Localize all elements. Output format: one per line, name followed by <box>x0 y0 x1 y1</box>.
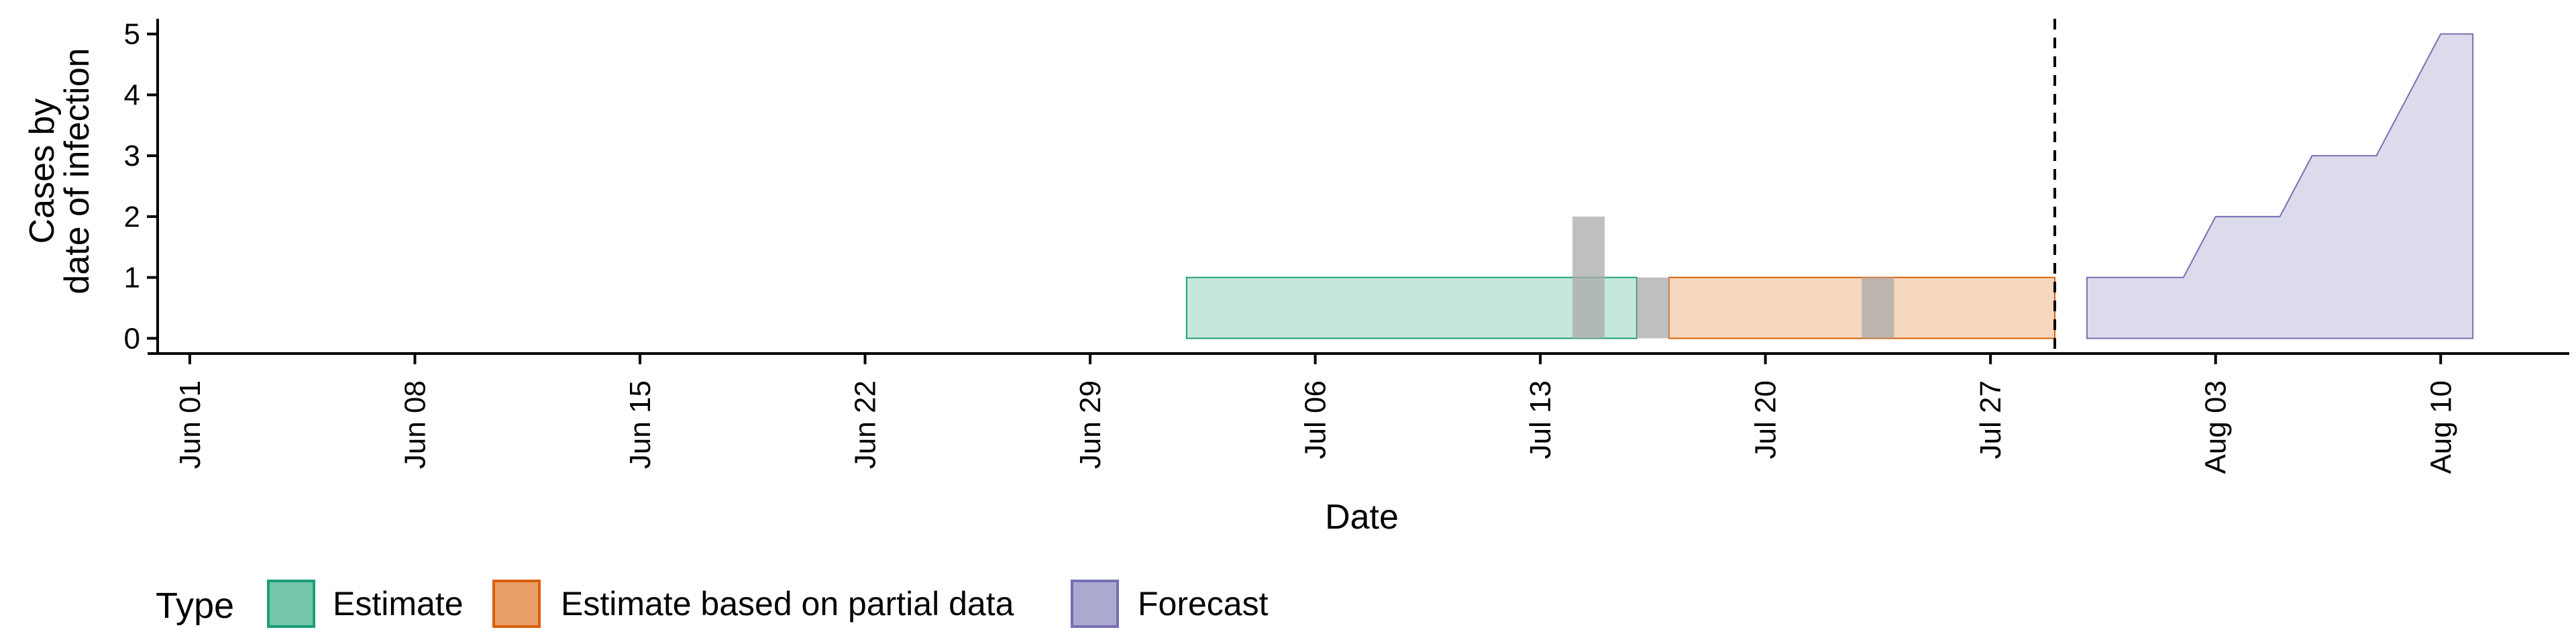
x-tick-label: Jun 22 <box>849 380 882 469</box>
y-tick-label: 0 <box>124 322 140 355</box>
x-tick-label: Jul 27 <box>1974 380 2007 459</box>
x-tick-label: Aug 10 <box>2424 380 2457 474</box>
plot-area <box>1185 19 2474 354</box>
ribbon-forecast <box>2086 33 2474 339</box>
legend: Type Estimate Estimate based on partial … <box>156 580 1269 628</box>
legend-label-partial: Estimate based on partial data <box>561 585 1014 623</box>
x-tick-label: Jul 06 <box>1299 380 1332 459</box>
reported-case-bar <box>1636 277 1669 339</box>
reported-case-bar <box>1572 216 1605 339</box>
x-axis-ticks: Jun 01 Jun 08 Jun 15 Jun 22 Jun 29 Jul 06 Jul … <box>174 354 2457 474</box>
y-axis-ticks: 0 1 2 3 4 5 <box>124 18 158 355</box>
x-tick-label: Jul 13 <box>1524 380 1557 459</box>
legend-swatch-estimate <box>267 580 315 628</box>
x-tick-label: Jul 20 <box>1750 380 1782 459</box>
x-tick-label: Jun 29 <box>1074 380 1107 469</box>
legend-swatch-forecast <box>1071 580 1119 628</box>
legend-item-partial: Estimate based on partial data <box>492 580 1014 628</box>
legend-swatch-partial <box>492 580 541 628</box>
y-tick-label: 1 <box>124 262 140 294</box>
y-axis-title-line2: date of infection <box>58 48 97 294</box>
legend-title: Type <box>156 586 234 626</box>
reported-case-bar <box>1862 277 1894 339</box>
legend-label-estimate: Estimate <box>333 585 464 623</box>
y-tick-label: 2 <box>124 201 140 233</box>
ribbon-estimate <box>1185 276 1638 339</box>
x-tick-label: Jun 01 <box>174 380 207 469</box>
x-tick-label: Aug 03 <box>2200 380 2233 474</box>
legend-label-forecast: Forecast <box>1138 585 1269 623</box>
y-tick-label: 4 <box>124 78 140 111</box>
x-tick-label: Jun 08 <box>398 380 431 469</box>
legend-item-forecast: Forecast <box>1071 580 1269 628</box>
y-tick-label: 3 <box>124 140 140 172</box>
x-axis-title: Date <box>1325 498 1399 537</box>
x-tick-label: Jun 15 <box>624 380 657 469</box>
y-tick-label: 5 <box>124 18 140 51</box>
y-axis-title-line1: Cases by <box>23 99 62 244</box>
legend-item-estimate: Estimate <box>267 580 464 628</box>
